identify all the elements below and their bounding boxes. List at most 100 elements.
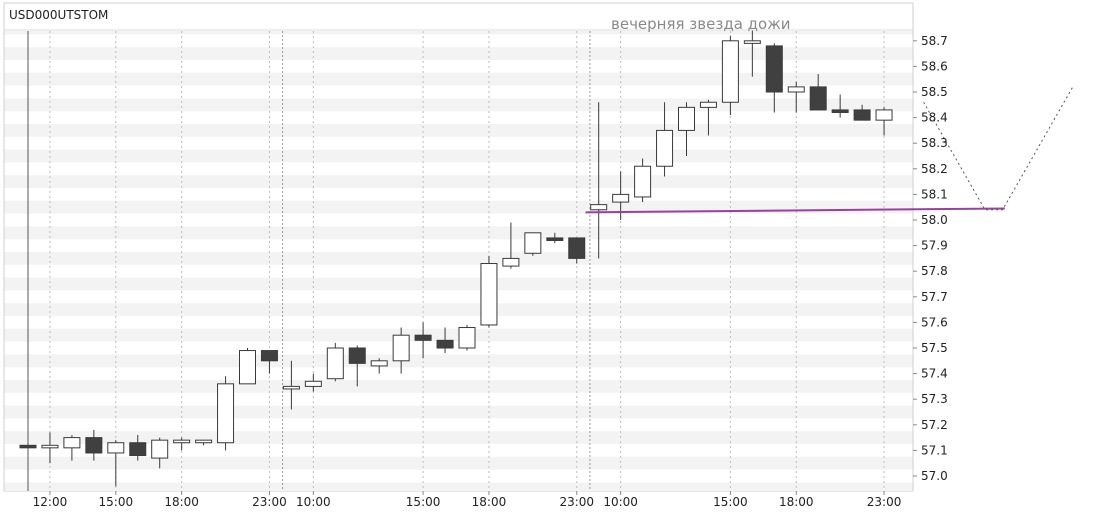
- candle: [436, 327, 454, 354]
- grid-band: [4, 98, 913, 112]
- grid-band: [4, 354, 913, 368]
- grid-band: [4, 405, 913, 419]
- y-tick-label: 57.9: [921, 239, 948, 253]
- candle: [458, 324, 476, 351]
- grid-band: [4, 226, 913, 240]
- candle-body-bull: [63, 437, 81, 449]
- candle-body-bull: [875, 109, 893, 121]
- candle: [678, 102, 695, 156]
- candle: [765, 43, 783, 113]
- candle: [568, 237, 586, 264]
- candle-body-bear: [809, 86, 827, 111]
- candle-body-bear: [831, 109, 849, 113]
- grid-band: [4, 252, 913, 265]
- candle-body-bear: [19, 444, 37, 449]
- y-tick-label: 58.4: [921, 111, 948, 125]
- y-tick-label: 58.6: [921, 59, 948, 73]
- grid-band: [4, 175, 913, 188]
- candle: [326, 342, 344, 382]
- y-tick-label: 57.8: [921, 264, 948, 278]
- candle: [239, 348, 256, 385]
- candle-body-bear: [436, 339, 454, 349]
- candle: [502, 222, 520, 269]
- grid-band: [4, 47, 913, 60]
- grid-band: [4, 380, 913, 393]
- x-tick-label: 18:00: [472, 495, 507, 509]
- candle-body-bull: [282, 385, 300, 390]
- candle: [656, 102, 674, 177]
- candle-body-bull: [524, 232, 542, 254]
- y-tick-label: 58.3: [921, 136, 948, 150]
- x-tick-label: 10:00: [296, 495, 331, 509]
- candle: [809, 74, 827, 111]
- candle: [173, 437, 191, 451]
- x-tick-label: 23:00: [559, 495, 594, 509]
- grid-band: [4, 200, 913, 214]
- candle-body-bear: [414, 334, 432, 341]
- candle: [524, 232, 542, 256]
- y-tick-label: 57.0: [921, 469, 948, 483]
- x-tick-label: 18:00: [779, 495, 814, 509]
- candle: [19, 444, 37, 449]
- candle-body-bull: [392, 334, 410, 362]
- y-tick-label: 57.2: [921, 418, 948, 432]
- grid-band: [4, 72, 913, 86]
- x-tick-label: 23:00: [252, 495, 287, 509]
- y-axis: 57.0 57.1 57.2 57.3 57.4 57.5 57.6 57.7 57.8 57.9…: [913, 34, 948, 483]
- grid-band: [4, 31, 913, 35]
- candle-body-bull: [743, 40, 761, 44]
- candle: [831, 94, 849, 118]
- grid-band: [4, 482, 913, 491]
- candle: [260, 350, 278, 374]
- candle: [107, 440, 125, 487]
- candle: [875, 107, 893, 136]
- candle: [217, 376, 235, 451]
- candle-body-bear: [129, 442, 147, 457]
- candle: [282, 360, 300, 410]
- candle-body-bull: [634, 165, 652, 198]
- candle-body-bull: [41, 444, 59, 449]
- y-tick-label: 58.1: [921, 187, 948, 201]
- candle-body-bull: [195, 439, 213, 444]
- grid-band: [4, 431, 913, 444]
- candle: [392, 327, 410, 374]
- support-line: [585, 207, 1005, 214]
- x-tick-label: 23:00: [867, 495, 902, 509]
- x-tick-label: 10:00: [603, 495, 638, 509]
- chart-title: USD000UTSTOM: [9, 8, 108, 22]
- x-tick-label: 15:00: [713, 495, 748, 509]
- candle: [348, 345, 366, 387]
- y-tick-label: 57.4: [921, 367, 948, 381]
- candle-body-bull: [590, 204, 608, 211]
- candle-body-bull: [721, 40, 739, 103]
- candle: [63, 435, 81, 461]
- y-tick-label: 58.7: [921, 34, 948, 48]
- annotations: [585, 86, 1074, 214]
- candle: [743, 30, 761, 77]
- candle: [129, 435, 147, 461]
- grid-band: [4, 456, 913, 470]
- candle: [787, 81, 805, 113]
- candle-body-bull: [612, 193, 630, 203]
- y-tick-label: 57.7: [921, 290, 948, 304]
- grid-band: [4, 303, 913, 316]
- candle-body-bull: [370, 360, 388, 367]
- candle-body-bull: [173, 439, 191, 444]
- candle: [634, 158, 652, 203]
- candle: [304, 373, 322, 392]
- candle-body-bull: [502, 257, 520, 267]
- x-tick-label: 15:00: [99, 495, 134, 509]
- pattern-annotation: вечерняя звезда дожи: [611, 15, 790, 33]
- candle-body-bear: [765, 45, 783, 93]
- candle: [414, 322, 432, 359]
- candle: [85, 429, 103, 461]
- candle-body-bull: [699, 101, 717, 108]
- candle: [853, 104, 871, 121]
- candle-body-bull: [656, 129, 674, 167]
- projection-path: [923, 86, 1074, 211]
- candle-body-bear: [568, 237, 586, 259]
- x-tick-label: 15:00: [406, 495, 441, 509]
- candle-body-bull: [787, 86, 805, 93]
- horizontal-bands: [4, 31, 913, 491]
